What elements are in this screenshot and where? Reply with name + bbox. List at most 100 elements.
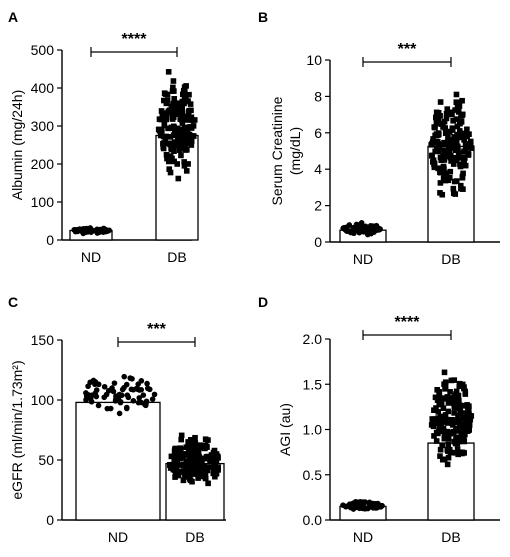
data-point-db xyxy=(164,97,171,104)
data-point-db xyxy=(164,155,170,162)
data-point-db xyxy=(432,124,438,131)
data-point-db xyxy=(162,91,169,97)
data-point-nd xyxy=(359,228,366,234)
panel-letter: B xyxy=(258,9,268,25)
data-point-db xyxy=(441,118,448,125)
data-point-db xyxy=(453,388,460,395)
data-point-db xyxy=(462,391,469,397)
data-point-db xyxy=(442,141,449,148)
data-point-db xyxy=(461,385,467,392)
data-point-db xyxy=(179,136,185,142)
data-point-db xyxy=(456,383,463,390)
data-point-db xyxy=(441,147,447,154)
x-tick-label: ND xyxy=(81,249,101,265)
data-point-db xyxy=(441,157,448,163)
data-point-db xyxy=(462,162,469,169)
data-point-db xyxy=(464,428,470,434)
data-point-db xyxy=(433,109,440,116)
data-point-nd xyxy=(138,378,145,384)
y-axis-label: eGFR (ml/min/1.73m²) xyxy=(9,360,25,499)
data-point-db xyxy=(182,124,189,131)
data-point-db xyxy=(444,153,450,160)
data-point-db xyxy=(171,467,178,473)
data-point-db xyxy=(167,107,173,114)
y-axis-label: Albumin (mg/24h) xyxy=(9,90,25,201)
data-point-db xyxy=(441,432,448,439)
data-point-nd xyxy=(80,226,87,233)
data-point-db xyxy=(461,435,467,441)
data-point-db xyxy=(171,158,177,165)
data-point-db xyxy=(447,449,454,456)
y-tick-label: 0.5 xyxy=(303,467,323,483)
data-point-db xyxy=(174,161,181,167)
y-tick-label: 200 xyxy=(31,156,55,172)
data-point-db xyxy=(173,130,180,137)
data-point-db xyxy=(183,113,190,120)
bar xyxy=(75,401,161,521)
significance-stars: *** xyxy=(147,321,166,338)
y-tick-label: 150 xyxy=(31,332,55,348)
data-point-db xyxy=(178,143,184,149)
data-point-db xyxy=(437,413,444,420)
data-point-db xyxy=(204,443,210,450)
data-point-db xyxy=(449,127,456,133)
data-point-db xyxy=(455,150,462,156)
y-tick-label: 300 xyxy=(31,118,55,134)
data-point-db xyxy=(441,165,447,172)
data-point-db xyxy=(444,447,451,453)
data-point-db xyxy=(449,136,456,143)
data-point-db xyxy=(431,433,437,439)
data-point-db xyxy=(173,142,179,149)
data-point-db xyxy=(455,392,462,399)
data-point-db xyxy=(185,161,191,167)
data-point-db xyxy=(183,92,189,99)
data-point-db xyxy=(446,148,453,155)
data-point-nd xyxy=(123,405,130,412)
data-point-db xyxy=(163,151,170,158)
data-point-db xyxy=(177,130,184,136)
data-point-db xyxy=(445,408,452,415)
data-point-db xyxy=(180,477,187,484)
data-point-db xyxy=(195,449,202,456)
data-point-db xyxy=(177,469,183,475)
data-point-db xyxy=(455,109,462,115)
data-point-db xyxy=(212,473,218,480)
data-point-db xyxy=(442,125,449,131)
data-point-db xyxy=(450,185,457,192)
data-point-nd xyxy=(146,386,153,393)
data-point-db xyxy=(169,140,175,147)
data-point-db xyxy=(440,405,447,411)
data-point-db xyxy=(444,428,451,435)
data-point-nd xyxy=(93,387,100,393)
data-point-db xyxy=(182,96,189,103)
data-point-db xyxy=(188,107,194,114)
data-point-nd xyxy=(144,380,150,387)
y-axis-label: Serum Creatinine xyxy=(269,96,285,205)
data-point-db xyxy=(467,140,474,146)
data-point-db xyxy=(209,464,215,470)
data-point-db xyxy=(429,152,435,159)
data-point-db xyxy=(185,451,191,458)
data-point-db xyxy=(439,442,445,449)
data-point-nd xyxy=(88,228,94,235)
data-point-db xyxy=(187,101,194,107)
data-point-db xyxy=(432,394,439,401)
data-point-db xyxy=(441,396,447,402)
x-tick-label: DB xyxy=(185,529,204,545)
data-point-db xyxy=(163,100,170,107)
data-point-db xyxy=(437,446,444,453)
data-point-db xyxy=(183,168,190,174)
data-point-db xyxy=(461,450,467,456)
data-point-db xyxy=(452,107,458,113)
data-point-db xyxy=(449,156,456,163)
data-point-db xyxy=(203,454,210,460)
data-point-db xyxy=(437,113,443,119)
data-point-db xyxy=(466,131,472,137)
data-point-db xyxy=(171,95,178,102)
data-point-db xyxy=(185,446,192,453)
panel-a: A 0 100 200 300 400 500 Albumin (mg/24h) ND DB ***… xyxy=(8,9,199,265)
data-point-db xyxy=(441,428,447,435)
data-point-nd xyxy=(343,503,349,510)
y-tick-label: 1.0 xyxy=(303,422,323,438)
y-tick-label: 2 xyxy=(314,198,322,214)
